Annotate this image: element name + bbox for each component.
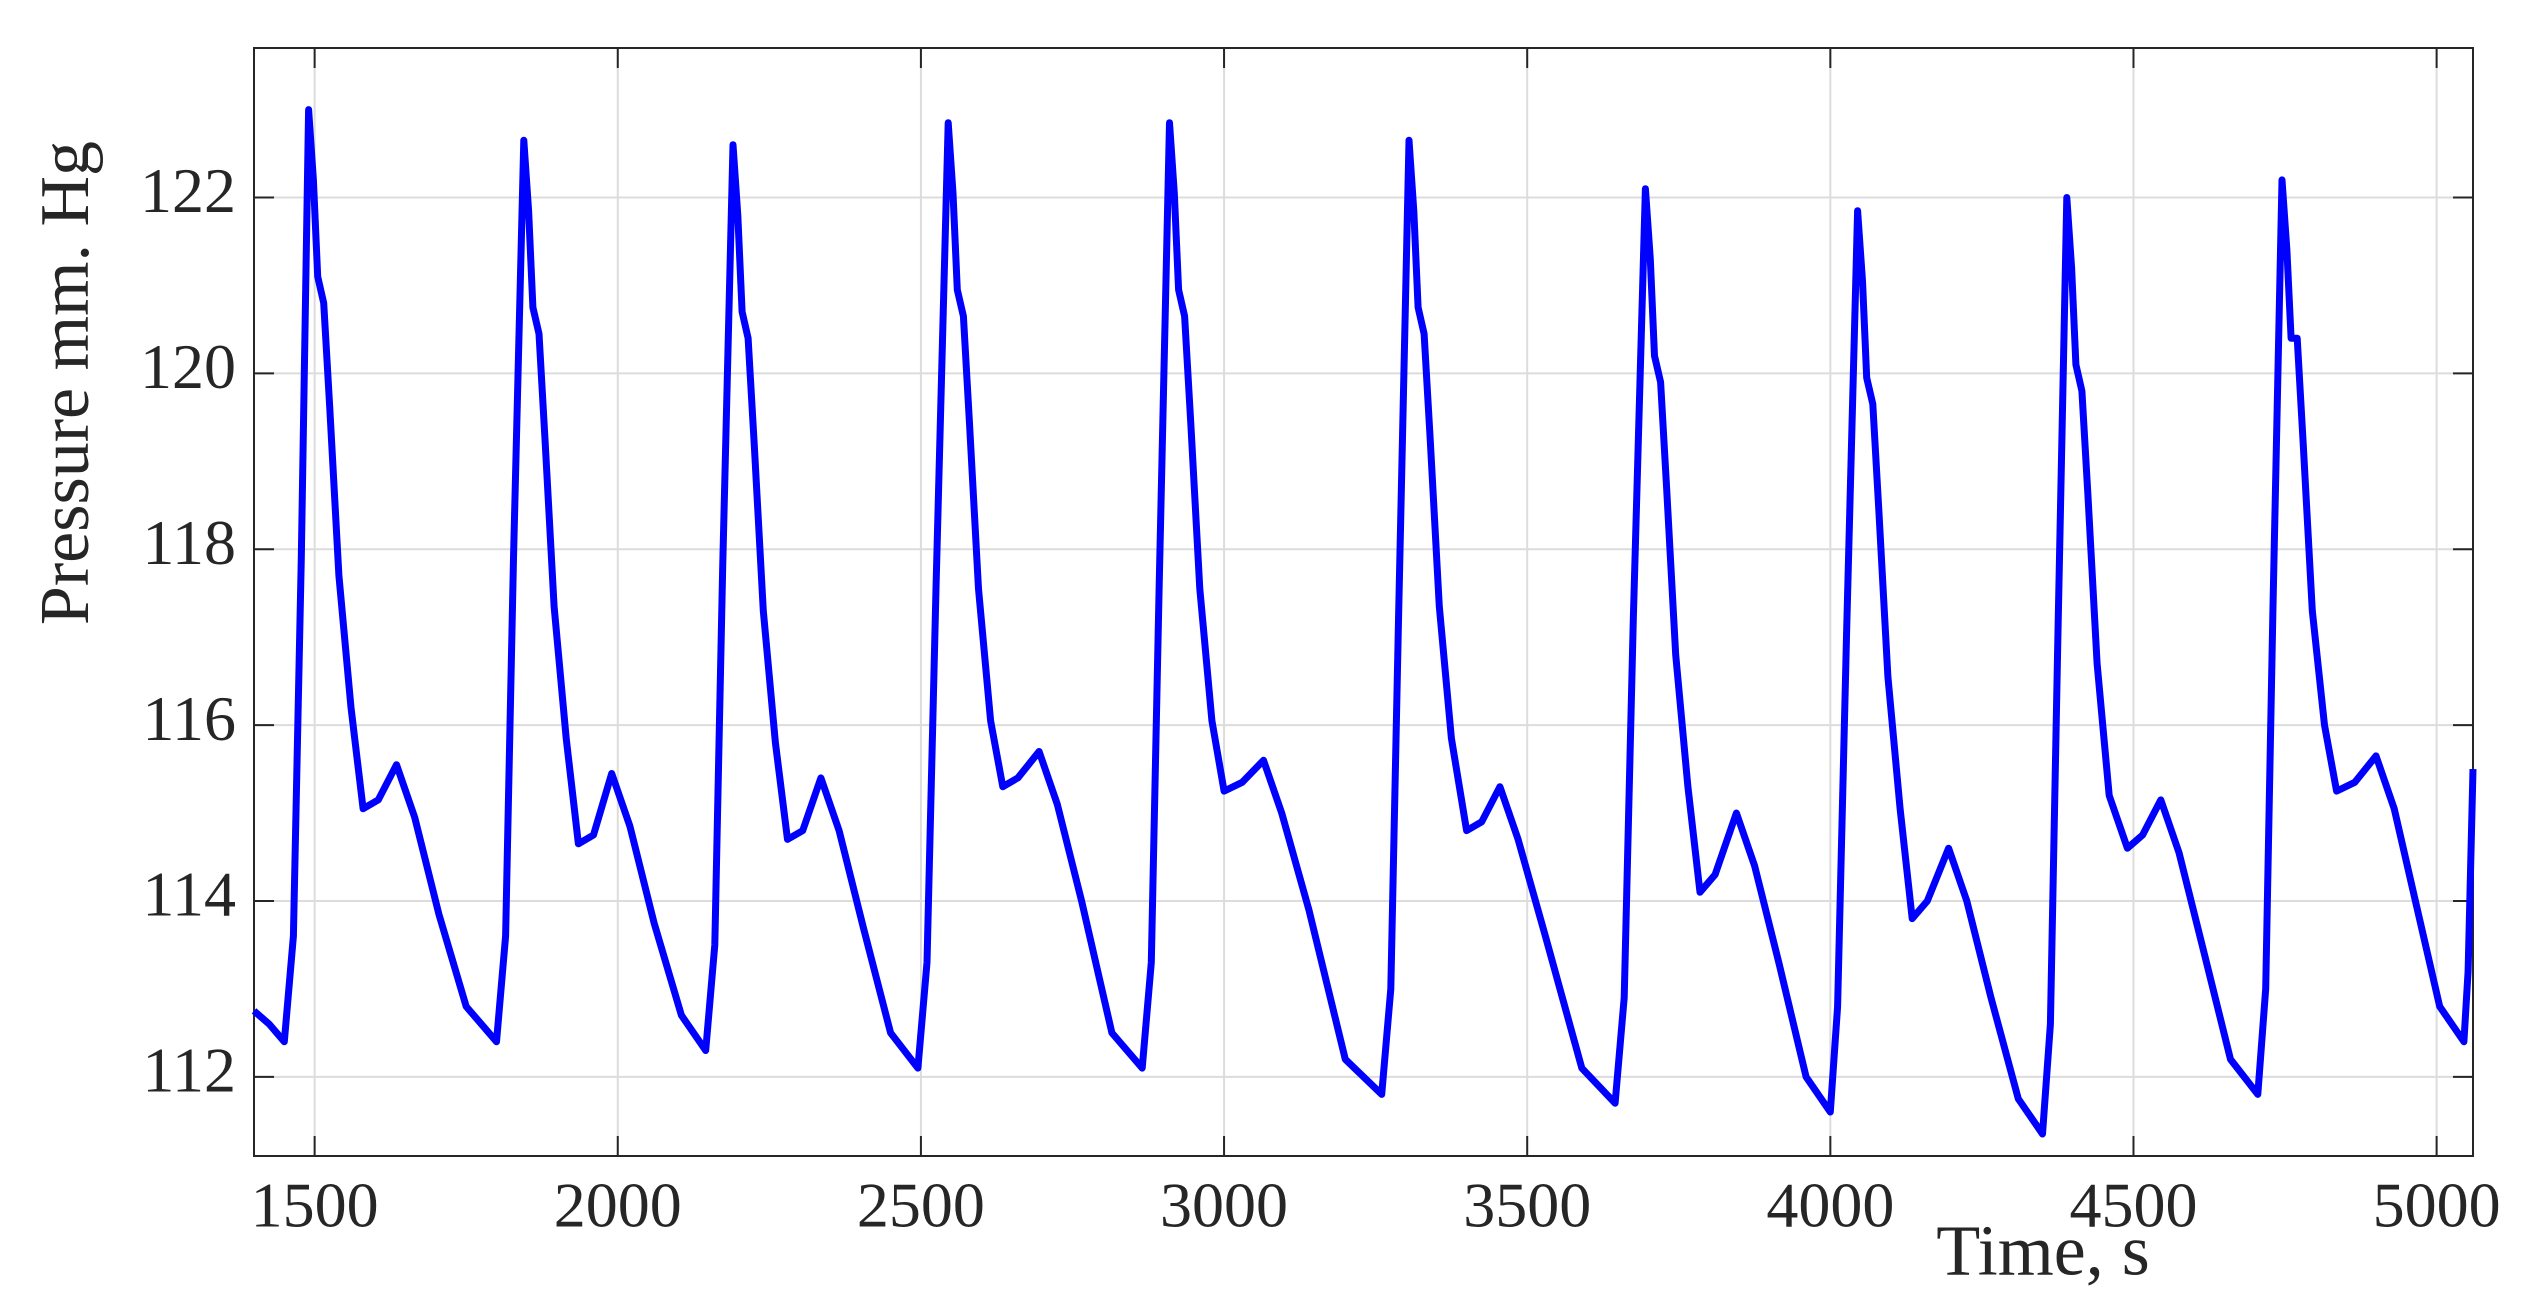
x-axis-label: Time, s: [1936, 1211, 2149, 1291]
y-tick-label: 116: [142, 683, 236, 754]
x-tick-label: 3000: [1160, 1170, 1288, 1241]
y-tick-label: 118: [142, 507, 236, 578]
x-tick-label: 1500: [251, 1170, 379, 1241]
y-tick-label: 120: [140, 331, 236, 402]
plot-frame: [253, 47, 2474, 1157]
y-axis-label: Pressure mm. Hg: [27, 141, 104, 625]
x-tick-label: 2500: [857, 1170, 985, 1241]
y-tick-label: 114: [142, 859, 236, 930]
x-tick-label: 5000: [2373, 1170, 2501, 1241]
y-tick-label: 122: [140, 155, 236, 226]
y-tick-label: 112: [142, 1035, 236, 1106]
x-tick-label: 4500: [2069, 1170, 2197, 1241]
x-tick-label: 3500: [1463, 1170, 1591, 1241]
x-tick-label: 4000: [1766, 1170, 1894, 1241]
line-series: [251, 106, 2477, 1138]
x-tick-label: 2000: [554, 1170, 682, 1241]
